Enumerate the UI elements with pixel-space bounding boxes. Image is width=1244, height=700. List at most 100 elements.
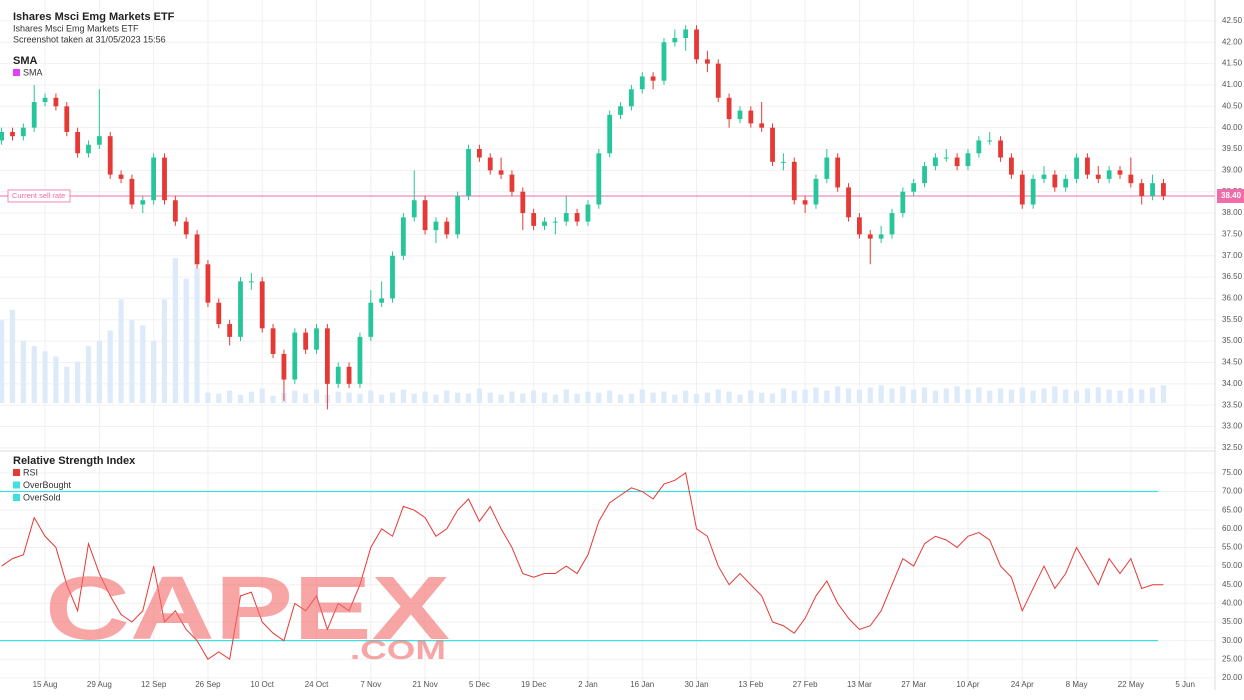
volume-bar — [759, 392, 765, 403]
candle-body — [1085, 157, 1090, 175]
candle-body — [335, 366, 341, 384]
volume-bar — [1030, 390, 1036, 403]
candle-body — [628, 89, 634, 107]
y-tick-label: 37.00 — [1222, 251, 1243, 260]
candle-body — [965, 153, 971, 167]
y-tick-label: 65.00 — [1222, 505, 1243, 514]
candle-body — [813, 178, 819, 205]
candle-body — [531, 213, 537, 226]
volume-bar — [96, 340, 102, 403]
candle-body — [86, 144, 91, 154]
candle-body — [314, 328, 319, 350]
y-tick-label: 36.00 — [1222, 294, 1243, 303]
reference-label-box — [7, 189, 71, 203]
candle-body — [672, 37, 678, 43]
volume-bar — [237, 394, 244, 403]
x-tick-label: 24 Oct — [305, 680, 329, 689]
volume-bar — [476, 388, 482, 403]
volume-bar — [107, 330, 113, 403]
candle-body — [53, 97, 59, 107]
x-tick-label: 7 Nov — [360, 680, 381, 689]
x-tick-label: 2 Jan — [578, 680, 598, 689]
candle-body — [20, 127, 26, 137]
x-tick-label: 8 May — [1066, 680, 1088, 689]
candle-body — [368, 302, 374, 337]
volume-bar — [878, 385, 884, 403]
reference-value-box — [1217, 188, 1244, 203]
candle-body — [574, 213, 580, 222]
y-tick-label: 35.00 — [1222, 336, 1243, 345]
candle-body — [379, 298, 385, 303]
volume-bar — [889, 388, 895, 403]
volume-bar — [563, 389, 569, 403]
candle-body — [987, 140, 993, 142]
candle-body — [162, 157, 167, 201]
volume-bar — [161, 299, 168, 403]
x-tick-label: 26 Sep — [195, 680, 221, 689]
volume-bar — [183, 278, 189, 403]
candle-body — [140, 200, 146, 205]
candle-body — [292, 332, 298, 380]
candle-body — [455, 195, 461, 235]
volume-bar — [1084, 388, 1091, 403]
y-tick-label: 45.00 — [1222, 580, 1243, 589]
reference-value: 38.40 — [1221, 191, 1242, 200]
candle-body — [183, 221, 189, 235]
legend-swatch — [13, 469, 20, 476]
y-tick-label: 40.00 — [1222, 598, 1243, 607]
volume-bar — [194, 268, 200, 403]
volume-bar — [1117, 390, 1123, 403]
volume-bar — [1160, 385, 1167, 403]
candle-body — [770, 127, 775, 162]
candle-body — [324, 328, 330, 384]
volume-bar — [813, 387, 819, 403]
volume-bar — [921, 387, 928, 403]
volume-bar — [172, 258, 178, 403]
candle-body — [726, 97, 732, 120]
volume-bar — [769, 393, 776, 403]
volume-bar — [965, 389, 971, 403]
volume-bar — [987, 390, 993, 403]
candle-body — [585, 204, 591, 222]
volume-bar — [313, 389, 320, 403]
candle-body — [998, 140, 1003, 158]
volume-bar — [205, 392, 211, 403]
candle-body — [281, 353, 287, 380]
candle-body — [661, 42, 667, 81]
y-tick-label: 41.00 — [1222, 80, 1243, 89]
candle-body — [248, 281, 254, 283]
y-tick-label: 32.50 — [1222, 443, 1243, 452]
volume-bar — [259, 388, 265, 403]
candle-body — [954, 157, 960, 167]
volume-bar — [455, 392, 461, 403]
candle-body — [96, 136, 102, 145]
x-tick-label: 5 Jun — [1175, 680, 1195, 689]
volume-bar — [140, 325, 146, 403]
volume-bar — [607, 390, 613, 403]
candle-body — [1150, 183, 1155, 196]
candle-body — [1063, 178, 1069, 188]
x-tick-label: 30 Jan — [685, 680, 709, 689]
volume-bar — [737, 394, 743, 403]
candle-body — [933, 157, 938, 167]
y-tick-label: 25.00 — [1222, 654, 1243, 663]
x-tick-label: 19 Dec — [521, 680, 546, 689]
candle-body — [411, 200, 417, 218]
x-tick-label: 5 Dec — [469, 680, 490, 689]
volume-bar — [227, 390, 233, 403]
candle-body — [922, 166, 927, 184]
x-tick-label: 13 Mar — [847, 680, 872, 689]
legend-swatch — [13, 494, 20, 501]
volume-bar — [531, 390, 537, 403]
candle-body — [824, 157, 830, 179]
candle-body — [270, 328, 276, 354]
volume-bar — [1128, 388, 1134, 403]
volume-bar — [433, 394, 439, 403]
volume-bar — [151, 340, 157, 403]
y-tick-label: 42.50 — [1222, 16, 1243, 25]
candle-body — [802, 200, 808, 205]
volume-bar — [932, 390, 939, 403]
candle-body — [542, 221, 547, 226]
volume-bar — [1041, 388, 1047, 403]
volume-bar — [411, 393, 417, 403]
